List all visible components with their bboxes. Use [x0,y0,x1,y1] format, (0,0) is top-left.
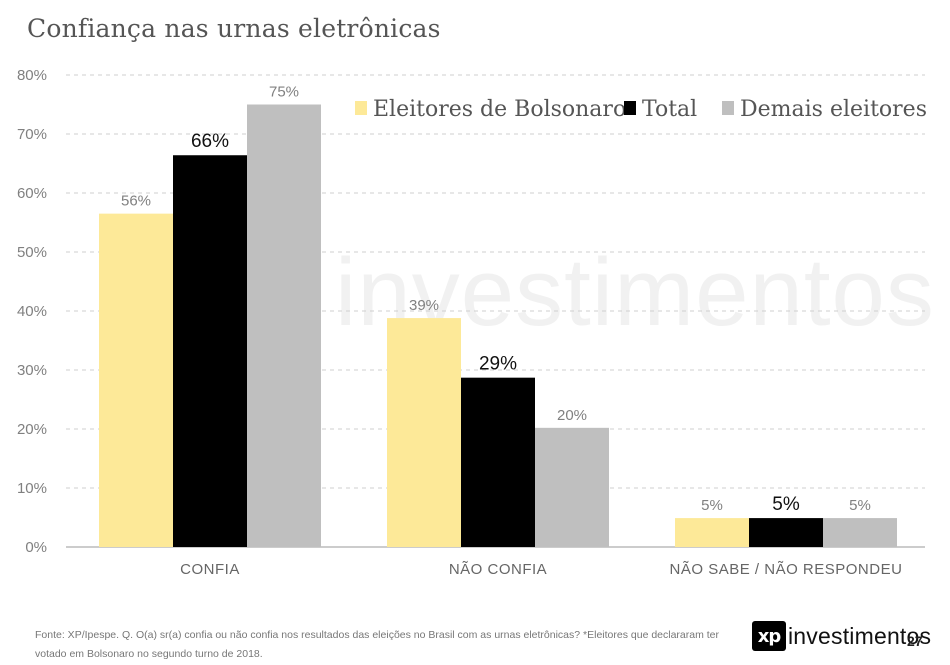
chart-title: Confiança nas urnas eletrônicas [27,14,441,43]
bar-bolsonaro [387,318,461,547]
y-tick-label: 60% [17,185,47,202]
source-note: Fonte: XP/Ipespe. Q. O(a) sr(a) confia o… [35,629,720,660]
y-tick-label: 30% [17,362,47,379]
bar-bolsonaro [675,518,749,547]
y-tick-label: 20% [17,421,47,438]
legend-label: Eleitores de Bolsonaro [373,97,626,122]
legend-label: Demais eleitores [740,97,927,122]
bar-bolsonaro [99,213,173,547]
bar-chart: 0% 10% 20% 30% 40% 50% 60% 70% 80% 56% 66% 75% CONFI… [17,67,927,578]
legend-swatch [722,101,734,115]
xp-logo-mark: xp [752,621,786,651]
y-tick-label: 0% [25,539,47,556]
bar-demais [823,518,897,547]
bar-total [461,377,535,547]
data-label: 20% [557,407,587,424]
bar-total [749,518,823,547]
data-label: 75% [269,84,299,101]
legend-label: Total [642,97,697,122]
y-tick-label: 80% [17,67,47,84]
data-label: 29% [479,354,517,375]
y-tick-label: 50% [17,244,47,261]
data-label: 5% [849,497,871,514]
x-tick-label: CONFIA [180,561,240,578]
x-tick-label: NÃO CONFIA [449,561,547,578]
xp-logo: xp investimentos [752,621,931,651]
xp-logo-text: investimentos [788,622,932,649]
data-label: 5% [772,494,800,515]
data-label: 5% [701,497,723,514]
y-tick-label: 10% [17,480,47,497]
legend-swatch [355,101,367,115]
bar-demais [535,427,609,547]
y-tick-label: 40% [17,303,47,320]
x-tick-label: NÃO SABE / NÃO RESPONDEU [670,561,903,578]
data-label: 39% [409,297,439,314]
bar-total [173,155,247,548]
data-label: 56% [121,193,151,210]
legend-swatch [624,101,636,115]
y-tick-label: 70% [17,126,47,143]
data-label: 66% [191,131,229,152]
bar-demais [247,104,321,547]
page-number: 27 [907,633,923,649]
